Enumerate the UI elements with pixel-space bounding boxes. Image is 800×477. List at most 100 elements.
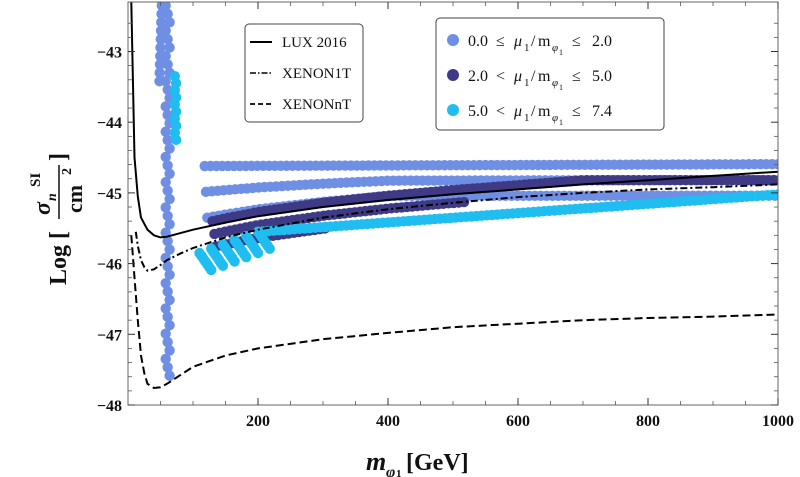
- scatter-point-1: [164, 17, 175, 28]
- svg-text:SI: SI: [28, 173, 44, 187]
- svg-text:5.0: 5.0: [468, 103, 488, 120]
- scatter-point-1: [156, 17, 167, 28]
- scatter-point-1: [164, 269, 175, 280]
- scatter-point-1: [160, 101, 171, 112]
- legend-lines: LUX 2016 XENON1T XENONnT: [244, 23, 364, 123]
- svg-text:m: m: [366, 447, 386, 476]
- scatter-point-1: [164, 168, 175, 180]
- scatter-point-3: [241, 252, 252, 263]
- scatter-point-1: [162, 210, 173, 222]
- x-tick-label: 800: [636, 413, 660, 430]
- curve-lux-2016: [130, 2, 778, 239]
- svg-text:1: 1: [559, 118, 563, 127]
- legend-entry-s3: 5.0 < μ 1 / m φ 1 ≤ 7.4: [447, 103, 612, 127]
- legend-label-xenon1t: XENON1T: [282, 66, 351, 82]
- x-tick-label: 1000: [762, 413, 794, 430]
- svg-text:≤: ≤: [496, 33, 505, 50]
- scatter-point-1: [162, 185, 173, 196]
- scatter-point-1: [164, 143, 175, 154]
- scatter-point-1: [160, 303, 171, 314]
- svg-text:≤: ≤: [572, 68, 581, 85]
- legend-label-xenonnt: XENONnT: [282, 97, 351, 113]
- scatter-point-3: [264, 243, 275, 254]
- svg-text:/: /: [531, 68, 536, 85]
- scatter-point-1: [155, 33, 166, 45]
- svg-text:]: ]: [46, 153, 72, 161]
- scatter-point-1: [162, 311, 173, 323]
- svg-text:1: 1: [559, 48, 563, 57]
- scatter-point-1: [164, 193, 175, 205]
- scatter-point-1: [162, 336, 173, 348]
- legend-marker-s2: [447, 69, 459, 81]
- scatter-point-3: [252, 247, 264, 259]
- svg-text:<: <: [496, 103, 505, 120]
- scatter-point-1: [154, 67, 165, 79]
- svg-text:σ: σ: [30, 201, 56, 215]
- svg-text:0.0: 0.0: [468, 33, 488, 50]
- svg-text:7.4: 7.4: [592, 103, 612, 120]
- scatter-point-1: [156, 8, 167, 20]
- x-axis-title: m φ 1 [GeV]: [366, 447, 469, 477]
- scatter-point-1: [164, 42, 175, 53]
- scatter-point-1: [772, 158, 778, 170]
- scatter-point-1: [155, 42, 166, 53]
- svg-text:μ: μ: [513, 103, 522, 120]
- scatter-point-3: [170, 134, 182, 146]
- scatter-point-1: [162, 362, 173, 373]
- scatter-point-1: [155, 25, 167, 36]
- x-tick-label: 200: [246, 413, 270, 430]
- scatter-point-1: [162, 235, 173, 247]
- y-tick-label: −44: [97, 115, 122, 132]
- scatter-point-1: [160, 177, 171, 188]
- axis-ticks: 200 400 600 800 1000 −48 −47 −46 −45 −44 −43: [97, 2, 794, 430]
- scatter-point-1: [164, 244, 175, 255]
- scatter-point-1: [160, 227, 171, 238]
- svg-text:1: 1: [524, 42, 530, 54]
- y-tick-label: −47: [97, 327, 122, 344]
- svg-text:φ: φ: [552, 112, 558, 124]
- svg-text:≤: ≤: [572, 33, 581, 50]
- svg-text:1: 1: [524, 77, 530, 89]
- svg-text:Log [: Log [: [46, 231, 72, 285]
- scatter-point-1: [160, 328, 171, 339]
- scatter-point-1: [164, 370, 175, 381]
- scatter-point-1: [162, 134, 173, 146]
- scatter-point-1: [160, 353, 171, 365]
- scatter-point-1: [156, 2, 167, 11]
- scatter-point-1: [160, 277, 171, 289]
- svg-text:μ: μ: [513, 33, 522, 50]
- svg-text:/: /: [531, 103, 536, 120]
- x-tick-label: 600: [506, 413, 530, 430]
- scatter-point-1: [162, 286, 173, 297]
- svg-text:φ: φ: [552, 77, 558, 89]
- scatter-point-3: [772, 189, 778, 200]
- scatter-point-3: [206, 264, 217, 276]
- scatter-point-1: [164, 345, 175, 356]
- svg-text:1: 1: [524, 112, 530, 124]
- x-tick-label: 400: [376, 413, 400, 430]
- svg-text:1: 1: [396, 468, 402, 477]
- y-axis-title: Log [ σ n SI cm 2 ]: [28, 153, 87, 285]
- svg-text:≤: ≤: [572, 103, 581, 120]
- svg-text:<: <: [496, 68, 505, 85]
- svg-text:cm: cm: [62, 185, 87, 213]
- scatter-point-1: [155, 50, 166, 62]
- scatter-point-1: [164, 320, 175, 331]
- scatter-point-3: [217, 260, 229, 271]
- curve-xenonnt: [130, 235, 778, 390]
- svg-text:μ: μ: [513, 68, 522, 85]
- scatter-point-2: [768, 174, 778, 186]
- legend-entry-s1: 0.0 ≤ μ 1 / m φ 1 ≤ 2.0: [447, 33, 612, 57]
- legend-marker-s1: [447, 34, 459, 46]
- svg-text:2.0: 2.0: [592, 33, 612, 50]
- legend-label-lux: LUX 2016: [282, 35, 347, 51]
- svg-text:m: m: [538, 68, 551, 85]
- scatter-point-1: [162, 59, 173, 70]
- exclusion-curves: [130, 2, 778, 390]
- legend-marker-s3: [447, 104, 459, 116]
- svg-text:2: 2: [60, 168, 75, 175]
- scatter-point-1: [162, 261, 173, 272]
- scatter-point-1: [160, 202, 171, 213]
- y-tick-label: −43: [97, 44, 122, 61]
